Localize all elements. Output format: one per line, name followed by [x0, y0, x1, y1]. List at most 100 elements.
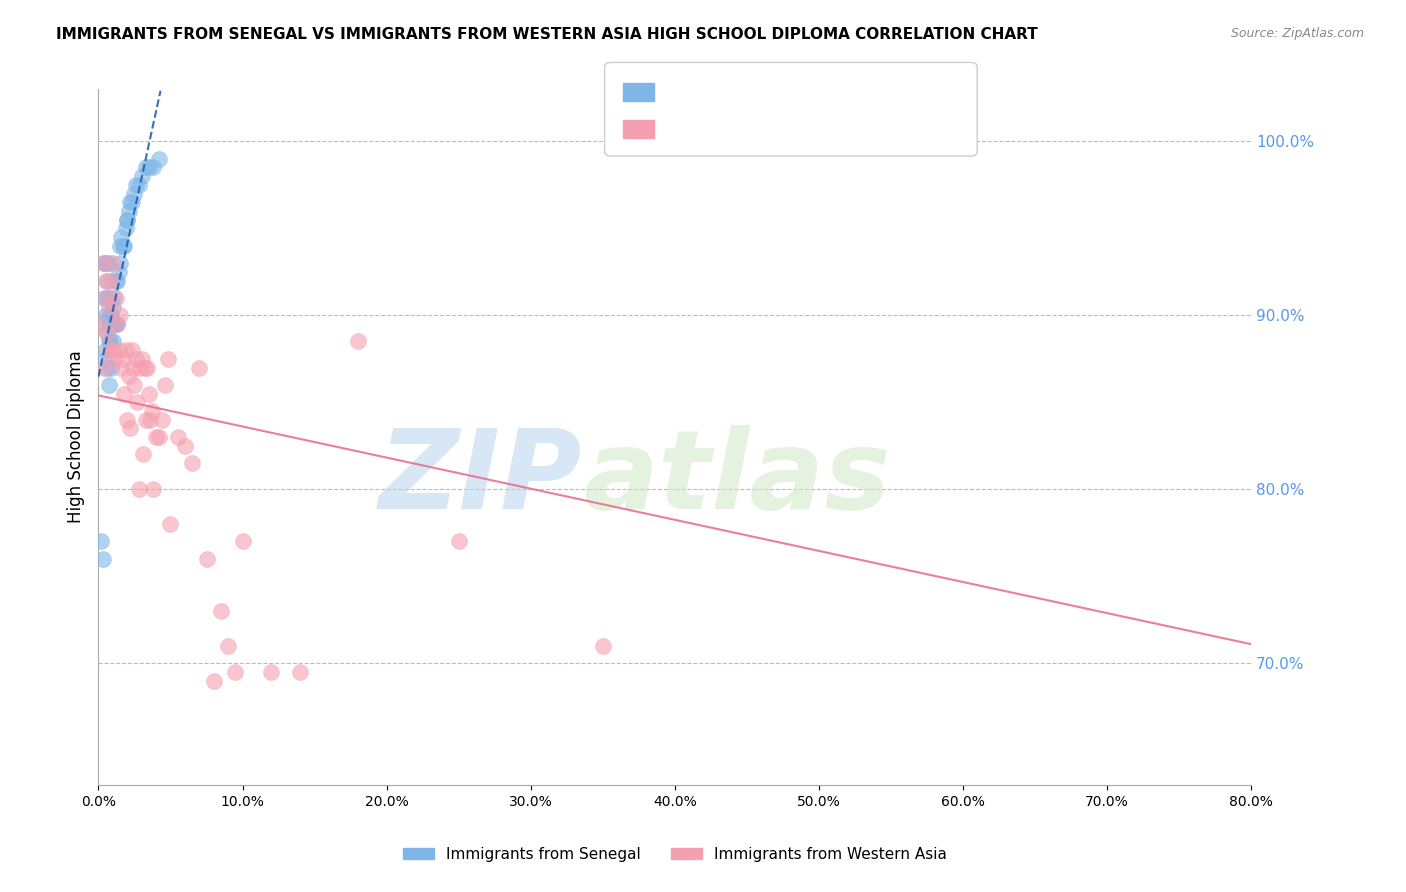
Point — [100, 360, 122, 375]
Point — [139, 412, 162, 426]
Point — [135, 161, 157, 175]
Point — [105, 317, 128, 331]
Point — [112, 238, 135, 252]
Point — [136, 360, 159, 375]
Point — [111, 351, 134, 366]
Point — [127, 395, 149, 409]
Point — [121, 195, 143, 210]
Point — [108, 256, 131, 270]
Point — [145, 430, 167, 444]
Point — [118, 369, 141, 384]
Point — [117, 212, 139, 227]
Point — [101, 317, 124, 331]
Point — [98, 343, 121, 357]
Point — [120, 195, 142, 210]
Point — [101, 343, 124, 357]
Point — [148, 152, 170, 166]
Point — [117, 412, 139, 426]
Legend: Immigrants from Senegal, Immigrants from Western Asia: Immigrants from Senegal, Immigrants from… — [396, 840, 953, 868]
Point — [125, 351, 148, 366]
Point — [128, 178, 150, 192]
Point — [94, 273, 117, 287]
Point — [98, 291, 121, 305]
Point — [91, 256, 114, 270]
Point — [90, 534, 112, 549]
Point — [101, 334, 124, 349]
Point — [104, 317, 127, 331]
Point — [290, 665, 312, 679]
Point — [118, 203, 141, 218]
Point — [148, 430, 170, 444]
Point — [131, 351, 153, 366]
Point — [100, 308, 122, 322]
Point — [100, 317, 122, 331]
Point — [142, 482, 165, 496]
Point — [101, 300, 124, 314]
Point — [105, 317, 128, 331]
Point — [156, 351, 179, 366]
Point — [195, 551, 218, 566]
Point — [97, 308, 120, 322]
Point — [91, 317, 114, 331]
Point — [97, 377, 120, 392]
Point — [105, 273, 128, 287]
Point — [91, 551, 114, 566]
Text: atlas: atlas — [582, 425, 890, 533]
Point — [94, 291, 117, 305]
Point — [114, 221, 136, 235]
Point — [98, 334, 121, 349]
Point — [217, 639, 239, 653]
Point — [120, 421, 142, 435]
Point — [104, 291, 127, 305]
Point — [107, 343, 129, 357]
Point — [93, 291, 115, 305]
Point — [101, 256, 124, 270]
Point — [112, 386, 135, 401]
Y-axis label: High School Diploma: High School Diploma — [66, 351, 84, 524]
Point — [150, 412, 173, 426]
Point — [117, 212, 139, 227]
Point — [97, 256, 120, 270]
Point — [231, 534, 254, 549]
Point — [89, 317, 111, 331]
Point — [174, 439, 197, 453]
Point — [132, 447, 155, 462]
Point — [141, 404, 163, 418]
Point — [108, 238, 131, 252]
Point — [153, 377, 176, 392]
Point — [181, 456, 204, 470]
Point — [121, 343, 143, 357]
Point — [346, 334, 368, 349]
Text: R =   0.372   N = 52: R = 0.372 N = 52 — [661, 82, 860, 100]
Point — [166, 430, 188, 444]
Text: IMMIGRANTS FROM SENEGAL VS IMMIGRANTS FROM WESTERN ASIA HIGH SCHOOL DIPLOMA CORR: IMMIGRANTS FROM SENEGAL VS IMMIGRANTS FR… — [56, 27, 1038, 42]
Point — [124, 186, 146, 201]
Point — [124, 377, 146, 392]
Point — [104, 273, 127, 287]
Point — [122, 360, 145, 375]
Point — [114, 343, 136, 357]
Point — [131, 169, 153, 183]
Point — [103, 291, 125, 305]
Point — [128, 482, 150, 496]
Point — [209, 604, 232, 618]
Point — [93, 256, 115, 270]
Point — [94, 351, 117, 366]
Point — [94, 308, 117, 322]
Point — [96, 273, 118, 287]
Point — [125, 178, 148, 192]
Point — [96, 360, 118, 375]
Point — [110, 360, 132, 375]
Point — [96, 326, 118, 340]
Point — [138, 161, 160, 175]
Point — [97, 300, 120, 314]
Point — [103, 351, 125, 366]
Point — [447, 534, 470, 549]
Point — [138, 386, 160, 401]
Point — [100, 273, 122, 287]
Point — [202, 673, 225, 688]
Text: R = -0.003   N = 61: R = -0.003 N = 61 — [661, 120, 851, 137]
Point — [94, 256, 117, 270]
Point — [142, 161, 165, 175]
Point — [592, 639, 614, 653]
